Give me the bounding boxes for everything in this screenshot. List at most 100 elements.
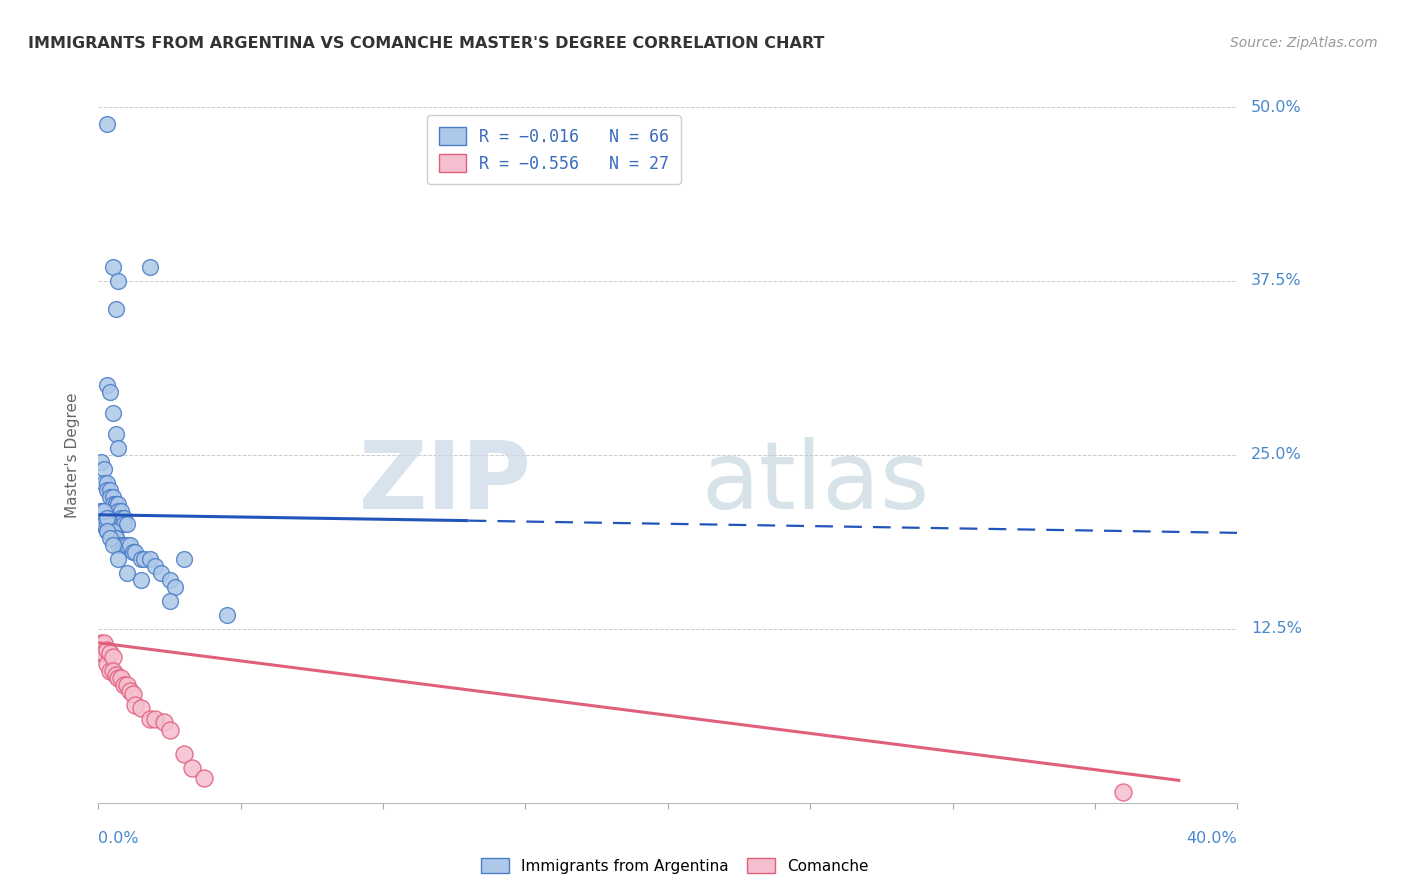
Point <box>115 538 138 552</box>
Point <box>115 566 138 581</box>
Point <box>110 510 132 524</box>
Point <box>90 503 112 517</box>
Point <box>98 483 121 497</box>
Text: 12.5%: 12.5% <box>1251 622 1302 636</box>
Point <box>101 490 124 504</box>
Point <box>215 607 238 622</box>
Point <box>96 378 118 392</box>
Point <box>121 687 143 701</box>
Point <box>107 441 129 455</box>
Point <box>96 475 118 490</box>
Point <box>110 538 132 552</box>
Point <box>90 517 112 532</box>
Point <box>101 497 124 511</box>
Point <box>118 538 141 552</box>
Text: 25.0%: 25.0% <box>1251 448 1302 462</box>
Point <box>96 524 118 539</box>
Point <box>159 573 181 587</box>
Text: IMMIGRANTS FROM ARGENTINA VS COMANCHE MASTER'S DEGREE CORRELATION CHART: IMMIGRANTS FROM ARGENTINA VS COMANCHE MA… <box>28 36 824 51</box>
Point <box>121 545 143 559</box>
Point <box>129 573 152 587</box>
Point <box>159 723 181 738</box>
Y-axis label: Master's Degree: Master's Degree <box>65 392 80 517</box>
Legend: Immigrants from Argentina, Comanche: Immigrants from Argentina, Comanche <box>475 852 875 880</box>
Point <box>138 260 160 274</box>
Point <box>93 646 115 660</box>
Point <box>132 552 155 566</box>
Point <box>93 517 115 532</box>
Point <box>98 646 121 660</box>
Point <box>101 532 124 546</box>
Text: 40.0%: 40.0% <box>1187 830 1237 846</box>
Point <box>107 538 129 552</box>
Legend: R = −0.016   N = 66, R = −0.556   N = 27: R = −0.016 N = 66, R = −0.556 N = 27 <box>427 115 681 185</box>
Point <box>107 274 129 288</box>
Point <box>112 510 135 524</box>
Point <box>98 524 121 539</box>
Point <box>193 771 215 785</box>
Point <box>112 677 135 691</box>
Point <box>104 301 127 316</box>
Point <box>118 684 141 698</box>
Point <box>93 462 115 476</box>
Point <box>124 545 146 559</box>
Point <box>110 671 132 685</box>
Point <box>98 524 121 539</box>
Point <box>98 532 121 546</box>
Point <box>153 715 176 730</box>
Point <box>104 427 127 442</box>
Point <box>173 747 195 761</box>
Point <box>107 552 129 566</box>
Point <box>107 503 129 517</box>
Text: ZIP: ZIP <box>359 437 531 529</box>
Point <box>90 455 112 469</box>
Point <box>96 642 118 657</box>
Point <box>98 490 121 504</box>
Point <box>165 580 187 594</box>
Point <box>93 475 115 490</box>
Text: atlas: atlas <box>702 437 929 529</box>
Point <box>104 532 127 546</box>
Point <box>98 385 121 400</box>
Point <box>93 636 115 650</box>
Text: Source: ZipAtlas.com: Source: ZipAtlas.com <box>1230 36 1378 50</box>
Point <box>159 594 181 608</box>
Text: 37.5%: 37.5% <box>1251 274 1302 288</box>
Point <box>138 712 160 726</box>
Point <box>96 117 118 131</box>
Point <box>90 636 112 650</box>
Point <box>112 517 135 532</box>
Point <box>104 497 127 511</box>
Point <box>181 761 204 775</box>
Point <box>150 566 173 581</box>
Text: 50.0%: 50.0% <box>1251 100 1302 114</box>
Point <box>101 664 124 678</box>
Text: 0.0%: 0.0% <box>98 830 139 846</box>
Point <box>104 497 127 511</box>
Point <box>173 552 195 566</box>
Point <box>101 538 124 552</box>
Point <box>90 646 112 660</box>
Point <box>112 538 135 552</box>
Point <box>129 701 152 715</box>
Point <box>115 517 138 532</box>
Point <box>115 677 138 691</box>
Point <box>93 517 115 532</box>
Point <box>90 503 112 517</box>
Point <box>96 483 118 497</box>
Point <box>145 712 167 726</box>
Point <box>96 657 118 671</box>
Point <box>138 552 160 566</box>
Point <box>124 698 146 713</box>
Point <box>101 524 124 539</box>
Point <box>110 503 132 517</box>
Point <box>98 664 121 678</box>
Point <box>93 503 115 517</box>
Point <box>96 524 118 539</box>
Point <box>101 260 124 274</box>
Point <box>101 649 124 664</box>
Point <box>96 517 118 532</box>
Point <box>96 510 118 524</box>
Point <box>107 497 129 511</box>
Point <box>129 552 152 566</box>
